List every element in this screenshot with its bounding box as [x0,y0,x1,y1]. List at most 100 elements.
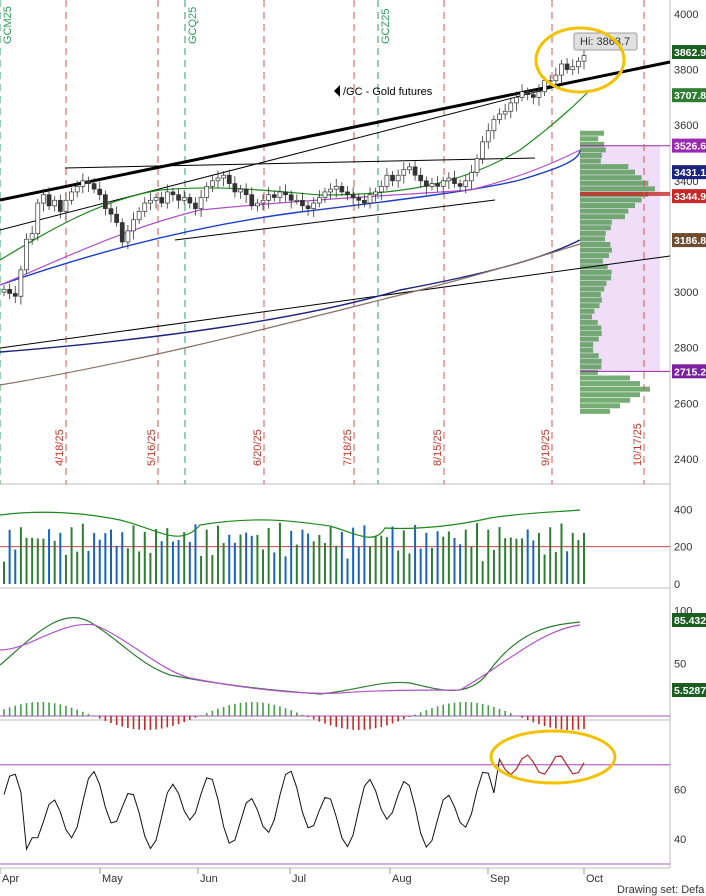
candle-up [209,180,215,187]
candle-up [328,188,333,193]
price-tick-label: 3800 [674,65,698,77]
candle-down [7,288,12,294]
candle-up [440,180,446,187]
ma-long-line [0,243,581,386]
candle-up [519,91,525,98]
candle-up [221,174,226,179]
volume-profile-bar [580,308,595,314]
candle-down [187,197,193,204]
candle-up [80,180,86,187]
candle-down [345,191,350,196]
volume-profile-bar [580,214,625,220]
candle-up [215,177,221,182]
price-level-tag-label: 3344.9 [674,191,706,203]
candle-up [69,191,74,201]
stoch-value-tag [672,613,706,627]
candle-down [46,194,52,207]
axis-labels: 240026002800300032003400360038004000AprM… [0,9,706,885]
expiry-date-label: 9/19/25 [540,429,552,466]
candle-up [480,141,485,159]
expiry-date-label: 5/16/25 [146,429,158,466]
volume-profile-bar [580,319,598,325]
candle-down [226,174,232,184]
price-level-tag [672,88,706,103]
candle-up [373,191,379,196]
candle-up [238,188,243,193]
candle-up [29,233,35,240]
candle-up [255,202,260,207]
candle-up [181,197,187,201]
candle-up [52,199,58,207]
candle-down [159,197,165,204]
expiry-date-label: 7/18/25 [342,429,354,466]
ma-50-line [0,149,581,286]
candle-down [249,194,255,207]
candles [1,49,587,305]
month-label: Sep [490,873,510,885]
candle-down [564,63,570,70]
candle-down [435,183,440,187]
stoch-value-tag-label: 85.432 [674,615,706,627]
expiry-date-label: 8/15/25 [432,429,444,466]
volume-profile-bar [580,269,612,275]
candle-up [18,269,24,297]
candle-up [395,174,401,182]
candle-down [108,208,114,215]
candle-up [266,194,272,201]
volume-profile-bar [580,403,620,409]
stoch-tick-label: 50 [674,658,686,670]
volume-profile-bar [580,203,635,209]
volume-profile-bar [580,147,606,153]
candle-up [536,91,542,98]
month-label: Jul [292,873,306,885]
volume-profile-bar [580,136,599,142]
major-trendline [0,60,671,202]
candle-up [24,238,29,271]
candle-up [198,197,204,209]
candle-down [283,191,288,196]
volume-profile-bar [580,247,612,253]
candle-up [322,191,328,198]
volume-profile-bar [580,253,609,259]
volume-profile-bar [580,258,603,264]
candle-down [243,188,249,196]
high-callout-label: Hi: 3863.7 [580,36,630,48]
price-tick-label: 3000 [674,287,698,299]
volume-profile-bar [580,141,605,147]
candle-up [514,97,519,104]
candle-down [232,183,238,193]
ma-100-line [0,149,581,286]
chart-title: /GC - Gold futures [343,86,433,98]
candle-down [525,91,531,95]
candle-up [131,219,136,232]
resistance-line [64,157,536,169]
volume-profile-bar [580,280,607,286]
expiry-date-label: 10/17/25 [632,423,644,466]
price-level-tag-label: 3186.8 [674,235,706,247]
price-tick-label: 2600 [674,398,698,410]
long-support-line [0,255,671,349]
volume-profile-bar [580,381,640,387]
volume-profile-bar [580,375,630,381]
volume-profile-bar [580,219,612,225]
candle-down [57,199,63,212]
price-tick-label: 2400 [674,454,698,466]
expiry-lines: 4/18/25 5/16/25 6/20/25 7/18/25 8/15/25 9/19/… [0,0,645,484]
stoch-k-line [0,616,581,695]
candle-up [311,202,317,209]
volume-profile-bar [580,242,611,247]
volume-profile-bar [580,314,592,320]
highlight-circle-price [534,26,626,94]
contract-roll-label: GCQ25 [187,7,199,44]
candle-up [463,180,469,187]
volume-profile-bar [580,175,642,181]
drawing-set-label: Drawing set: Defa [617,884,705,896]
volume-profile-bar [580,158,601,164]
volume-profile-bar [580,180,649,186]
candle-down [300,199,305,207]
month-label: Oct [586,873,603,885]
candle-down [103,194,108,209]
price-tick-label: 4000 [674,9,698,21]
price-level-tag-label: 2715.2 [674,366,706,378]
